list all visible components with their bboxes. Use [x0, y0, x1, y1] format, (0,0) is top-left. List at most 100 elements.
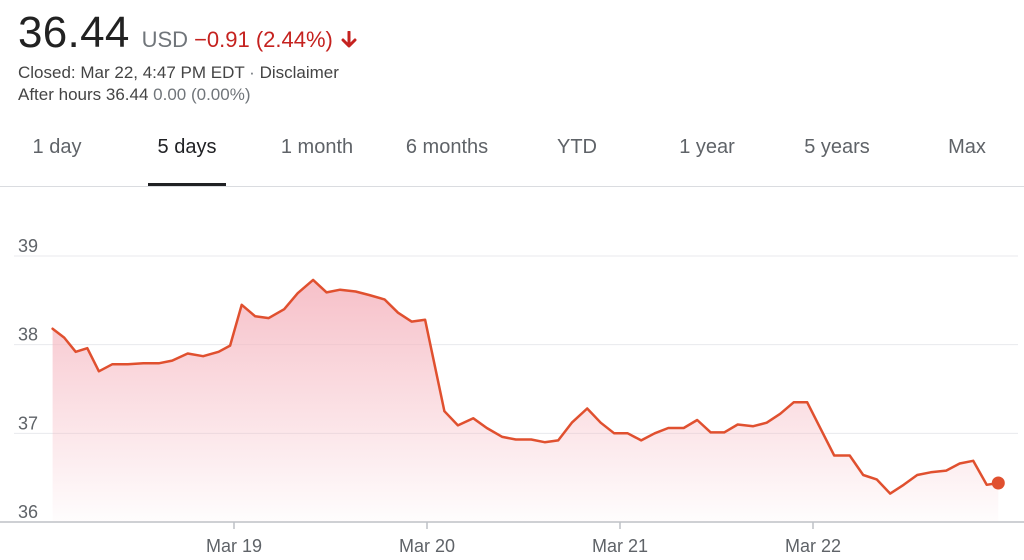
- data-point[interactable]: [186, 352, 190, 356]
- currency-label: USD: [141, 27, 189, 52]
- last-price-marker: [991, 476, 1005, 490]
- data-point[interactable]: [201, 354, 205, 358]
- data-point[interactable]: [442, 409, 446, 413]
- data-point[interactable]: [485, 426, 489, 430]
- tab-5-days[interactable]: 5 days: [157, 136, 217, 158]
- data-point[interactable]: [985, 483, 989, 487]
- price-area-fill: [52, 279, 999, 522]
- data-point[interactable]: [944, 469, 948, 473]
- data-point[interactable]: [599, 421, 603, 425]
- active-tab-indicator: [148, 183, 226, 186]
- data-point[interactable]: [311, 278, 315, 282]
- tab-ytd[interactable]: YTD: [557, 136, 597, 158]
- data-point[interactable]: [325, 290, 329, 294]
- tab-1-month[interactable]: 1 month: [280, 136, 354, 158]
- y-tick-label-39: 39: [18, 236, 38, 256]
- after-hours-price: After hours 36.44: [18, 85, 149, 104]
- data-point[interactable]: [653, 431, 657, 435]
- data-point[interactable]: [639, 438, 643, 442]
- data-point[interactable]: [396, 311, 400, 315]
- data-point[interactable]: [74, 350, 78, 354]
- data-point[interactable]: [612, 431, 616, 435]
- quote-header: 36.44 USD −0.91 (2.44%) Closed: Mar 22, …: [18, 8, 357, 106]
- data-point[interactable]: [736, 423, 740, 427]
- tab-1-year[interactable]: 1 year: [679, 136, 735, 158]
- disclaimer-link[interactable]: Disclaimer: [259, 63, 339, 82]
- after-hours: After hours 36.44 0.00 (0.00%): [18, 84, 357, 106]
- data-point[interactable]: [338, 288, 342, 292]
- data-point[interactable]: [296, 291, 300, 295]
- data-point[interactable]: [157, 361, 161, 365]
- x-tick-label-3: Mar 22: [785, 536, 841, 556]
- data-point[interactable]: [529, 438, 533, 442]
- tabs-divider: [0, 186, 1024, 187]
- data-point[interactable]: [543, 440, 547, 444]
- data-point[interactable]: [267, 316, 271, 320]
- data-point[interactable]: [85, 346, 89, 350]
- data-point[interactable]: [282, 307, 286, 311]
- data-point[interactable]: [500, 435, 504, 439]
- price-change: −0.91 (2.44%): [194, 27, 333, 52]
- data-point[interactable]: [848, 454, 852, 458]
- data-point[interactable]: [626, 431, 630, 435]
- price-row: 36.44 USD −0.91 (2.44%): [18, 8, 357, 58]
- data-point[interactable]: [832, 454, 836, 458]
- data-point[interactable]: [958, 462, 962, 466]
- data-point[interactable]: [110, 362, 114, 366]
- data-point[interactable]: [240, 303, 244, 307]
- data-point[interactable]: [514, 438, 518, 442]
- data-point[interactable]: [51, 327, 55, 331]
- data-point[interactable]: [556, 438, 560, 442]
- range-tabs: 1 day 5 days 1 month 6 months YTD 1 year…: [0, 124, 1024, 188]
- data-point[interactable]: [819, 427, 823, 431]
- tab-6-months[interactable]: 6 months: [405, 136, 489, 158]
- data-point[interactable]: [695, 418, 699, 422]
- tab-1-day[interactable]: 1 day: [32, 136, 82, 158]
- data-point[interactable]: [861, 473, 865, 477]
- x-tick-label-2: Mar 21: [592, 536, 648, 556]
- data-point[interactable]: [456, 423, 460, 427]
- data-point[interactable]: [778, 412, 782, 416]
- data-point[interactable]: [126, 362, 130, 366]
- data-point[interactable]: [97, 369, 101, 373]
- x-tick-label-0: Mar 19: [206, 536, 262, 556]
- data-point[interactable]: [792, 400, 796, 404]
- current-price: 36.44: [18, 8, 130, 57]
- data-point[interactable]: [971, 459, 975, 463]
- market-status: Closed: Mar 22, 4:47 PM EDT · Disclaimer: [18, 63, 339, 82]
- data-point[interactable]: [709, 430, 713, 434]
- data-point[interactable]: [170, 359, 174, 363]
- data-point[interactable]: [805, 400, 809, 404]
- data-point[interactable]: [888, 492, 892, 496]
- data-point[interactable]: [682, 426, 686, 430]
- data-point[interactable]: [410, 320, 414, 324]
- data-point[interactable]: [354, 290, 358, 294]
- data-point[interactable]: [423, 318, 427, 322]
- data-point[interactable]: [929, 470, 933, 474]
- closed-time: Closed: Mar 22, 4:47 PM EDT: [18, 63, 245, 82]
- y-tick-label-38: 38: [18, 325, 38, 345]
- data-point[interactable]: [253, 314, 257, 318]
- tab-5-years[interactable]: 5 years: [804, 136, 870, 158]
- y-tick-label-36: 36: [18, 502, 38, 522]
- tab-max[interactable]: Max: [948, 136, 986, 158]
- data-point[interactable]: [383, 297, 387, 301]
- data-point[interactable]: [585, 407, 589, 411]
- data-point[interactable]: [141, 361, 145, 365]
- data-point[interactable]: [765, 421, 769, 425]
- arrow-down-icon: [341, 30, 357, 49]
- y-tick-label-37: 37: [18, 413, 38, 433]
- data-point[interactable]: [902, 483, 906, 487]
- data-point[interactable]: [217, 350, 221, 354]
- data-point[interactable]: [570, 421, 574, 425]
- data-point[interactable]: [666, 426, 670, 430]
- data-point[interactable]: [62, 336, 66, 340]
- data-point[interactable]: [915, 473, 919, 477]
- data-point[interactable]: [471, 416, 475, 420]
- data-point[interactable]: [875, 477, 879, 481]
- data-point[interactable]: [722, 430, 726, 434]
- data-point[interactable]: [751, 424, 755, 428]
- data-point[interactable]: [228, 344, 232, 348]
- data-point[interactable]: [367, 293, 371, 297]
